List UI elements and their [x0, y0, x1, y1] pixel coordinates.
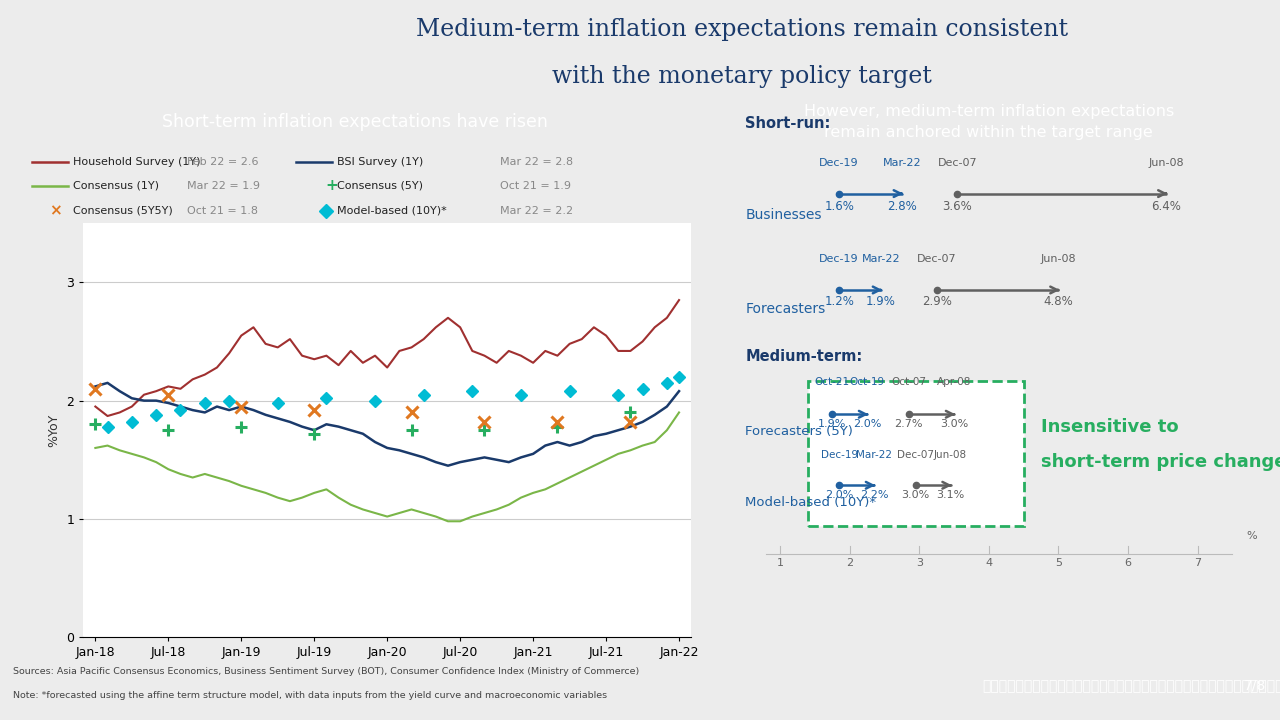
- Text: 2.9%: 2.9%: [922, 295, 951, 308]
- Text: Feb 22 = 2.6: Feb 22 = 2.6: [187, 157, 259, 167]
- Text: Oct 21 = 1.8: Oct 21 = 1.8: [187, 206, 259, 216]
- Text: Mar 22 = 2.8: Mar 22 = 2.8: [500, 157, 573, 167]
- Text: Dec-07: Dec-07: [938, 158, 978, 168]
- Text: Consensus (5Y): Consensus (5Y): [337, 181, 422, 191]
- Text: +: +: [325, 179, 338, 193]
- Text: 1: 1: [777, 559, 783, 568]
- Text: 2.0%: 2.0%: [852, 419, 881, 429]
- Text: 2.8%: 2.8%: [887, 200, 916, 213]
- Text: 5: 5: [1055, 559, 1062, 568]
- Text: 3.1%: 3.1%: [937, 490, 965, 500]
- Text: 3.6%: 3.6%: [942, 200, 973, 213]
- Text: 4: 4: [986, 559, 992, 568]
- Text: Dec-19: Dec-19: [819, 158, 859, 168]
- Text: Insensitive to: Insensitive to: [1041, 418, 1179, 436]
- Text: 1.9%: 1.9%: [818, 419, 846, 429]
- Text: Mar 22 = 1.9: Mar 22 = 1.9: [187, 181, 260, 191]
- Text: Dec-07: Dec-07: [916, 254, 956, 264]
- Text: Short-term inflation expectations have risen: Short-term inflation expectations have r…: [163, 114, 548, 132]
- Text: Dec-19: Dec-19: [820, 451, 858, 460]
- Text: Model-based (10Y)*: Model-based (10Y)*: [337, 206, 447, 216]
- Text: 3.0%: 3.0%: [940, 419, 968, 429]
- Text: 3.0%: 3.0%: [901, 490, 929, 500]
- Text: 2.0%: 2.0%: [826, 490, 854, 500]
- Text: Consensus (5Y5Y): Consensus (5Y5Y): [73, 206, 173, 216]
- Text: 1.6%: 1.6%: [824, 200, 854, 213]
- Text: 2: 2: [846, 559, 854, 568]
- Text: Medium-term inflation expectations remain consistent: Medium-term inflation expectations remai…: [416, 18, 1069, 41]
- Text: 6.4%: 6.4%: [1151, 200, 1181, 213]
- Text: Forecasters (5Y): Forecasters (5Y): [745, 425, 852, 438]
- Text: Dec-07: Dec-07: [897, 451, 934, 460]
- Text: Note: *forecasted using the affine term structure model, with data inputs from t: Note: *forecasted using the affine term …: [13, 690, 607, 700]
- Text: Medium-term:: Medium-term:: [745, 349, 863, 364]
- Text: 4.8%: 4.8%: [1043, 295, 1073, 308]
- Text: Mar 22 = 2.2: Mar 22 = 2.2: [500, 206, 573, 216]
- Text: Household Survey (1Y): Household Survey (1Y): [73, 157, 201, 167]
- Text: Sources: Asia Pacific Consensus Economics, Business Sentiment Survey (BOT), Cons: Sources: Asia Pacific Consensus Economic…: [13, 667, 639, 676]
- Text: However, medium-term inflation expectations
remain anchored within the target ra: However, medium-term inflation expectati…: [804, 104, 1174, 140]
- Text: Forecasters: Forecasters: [745, 302, 826, 316]
- Text: Apr-08: Apr-08: [937, 377, 972, 387]
- Y-axis label: %YoY: %YoY: [47, 413, 60, 447]
- Text: Jun-08: Jun-08: [1041, 254, 1076, 264]
- Text: short-term price changes: short-term price changes: [1041, 454, 1280, 472]
- Text: Dec-19: Dec-19: [819, 254, 859, 264]
- Text: Businesses: Businesses: [745, 208, 822, 222]
- Text: 2.2%: 2.2%: [860, 490, 888, 500]
- Text: พัฒนาระบบนิเวศการเงินไทยอย่างยั่งยืน: พัฒนาระบบนิเวศการเงินไทยอย่างยั่งยืน: [982, 679, 1280, 693]
- Text: Short-run:: Short-run:: [745, 116, 831, 130]
- Text: Jun-08: Jun-08: [1148, 158, 1184, 168]
- Text: with the monetary policy target: with the monetary policy target: [553, 65, 932, 88]
- Text: Mar-22: Mar-22: [856, 451, 892, 460]
- Text: 7: 7: [1194, 559, 1201, 568]
- Text: 1.2%: 1.2%: [824, 295, 854, 308]
- Text: ×: ×: [49, 204, 61, 218]
- FancyBboxPatch shape: [808, 382, 1024, 526]
- Text: 1.9%: 1.9%: [867, 295, 896, 308]
- Text: Consensus (1Y): Consensus (1Y): [73, 181, 159, 191]
- Text: Oct-21: Oct-21: [814, 377, 850, 387]
- Text: Jun-08: Jun-08: [934, 451, 968, 460]
- Text: Model-based (10Y)*: Model-based (10Y)*: [745, 495, 877, 508]
- Text: Mar-22: Mar-22: [882, 158, 922, 168]
- Text: 7/8: 7/8: [1244, 679, 1266, 693]
- Text: Oct 21 = 1.9: Oct 21 = 1.9: [500, 181, 571, 191]
- Text: BSI Survey (1Y): BSI Survey (1Y): [337, 157, 422, 167]
- Text: 6: 6: [1125, 559, 1132, 568]
- Text: Oct-19: Oct-19: [850, 377, 884, 387]
- Text: Oct-07: Oct-07: [891, 377, 927, 387]
- Text: Mar-22: Mar-22: [861, 254, 900, 264]
- Text: %: %: [1247, 531, 1257, 541]
- Text: 3: 3: [915, 559, 923, 568]
- Text: 2.7%: 2.7%: [895, 419, 923, 429]
